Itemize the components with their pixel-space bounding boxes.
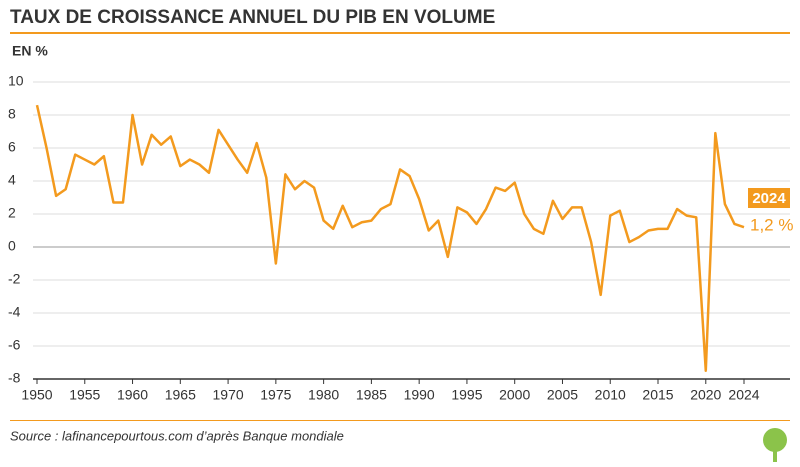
x-tick-label: 1970 <box>213 387 244 403</box>
y-tick-label: 10 <box>8 73 24 89</box>
y-tick-label: 2 <box>8 205 16 221</box>
y-tick-label: 6 <box>8 139 16 155</box>
x-tick-label: 2015 <box>642 387 673 403</box>
end-year-label: 2024 <box>752 190 786 207</box>
x-tick-label: 1985 <box>356 387 387 403</box>
end-value-label: 1,2 % <box>750 215 793 234</box>
y-tick-label: 8 <box>8 106 16 122</box>
chart-title: TAUX DE CROISSANCE ANNUEL DU PIB EN VOLU… <box>10 7 495 28</box>
x-tick-label: 2020 <box>690 387 721 403</box>
x-tick-label: 1975 <box>260 387 291 403</box>
y-tick-label: 4 <box>8 172 16 188</box>
y-tick-label: 0 <box>8 238 16 254</box>
source: Source : lafinancepourtous.com d’après B… <box>10 428 344 443</box>
x-tick-label: 1995 <box>451 387 482 403</box>
y-tick-label: -4 <box>8 304 21 320</box>
x-tick-label: 1980 <box>308 387 339 403</box>
logo <box>763 428 787 462</box>
x-tick-label: 1990 <box>404 387 435 403</box>
x-tick-label: 2005 <box>547 387 578 403</box>
data-line <box>35 104 745 372</box>
y-tick-label: -6 <box>8 337 21 353</box>
title-rule <box>10 32 790 34</box>
y-tick-label: -8 <box>8 370 21 386</box>
x-tick-label: 1965 <box>165 387 196 403</box>
x-tick-label: 1960 <box>117 387 148 403</box>
x-tick-label: 1955 <box>69 387 100 403</box>
x-tick-label: 2000 <box>499 387 530 403</box>
y-axis-label: EN % <box>12 43 48 59</box>
x-tick-label: 2010 <box>595 387 626 403</box>
end-year-box <box>748 188 790 208</box>
x-tick-label: 2024 <box>728 387 759 403</box>
y-tick-label: -2 <box>8 271 21 287</box>
source-rule <box>10 420 790 421</box>
x-tick-label: 1950 <box>21 387 52 403</box>
